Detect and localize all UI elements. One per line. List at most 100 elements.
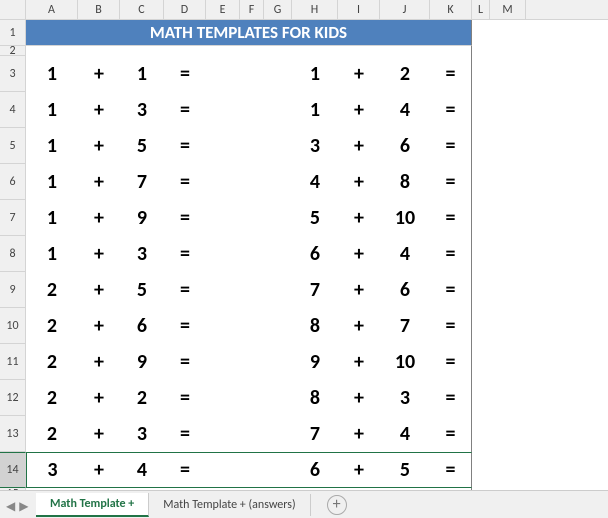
column-header-k[interactable]: K bbox=[430, 0, 472, 19]
cell-b[interactable]: 3 bbox=[120, 236, 164, 272]
column-header-d[interactable]: D bbox=[164, 0, 206, 19]
cell-a2[interactable]: 4 bbox=[292, 164, 338, 200]
row-header-8[interactable]: 8 bbox=[0, 236, 26, 272]
cell-eq[interactable]: = bbox=[164, 200, 206, 236]
cell-eq[interactable]: = bbox=[164, 92, 206, 128]
row-header-1[interactable]: 1 bbox=[0, 20, 26, 46]
cell-op2[interactable]: + bbox=[338, 164, 380, 200]
cell-eq2[interactable]: = bbox=[430, 308, 472, 344]
cell-b2[interactable]: 10 bbox=[380, 200, 430, 236]
cell-a[interactable]: 1 bbox=[26, 56, 78, 92]
column-header-h[interactable]: H bbox=[292, 0, 338, 19]
cell-op2[interactable]: + bbox=[338, 416, 380, 452]
cell-eq2[interactable]: = bbox=[430, 380, 472, 416]
cell-b2[interactable]: 2 bbox=[380, 56, 430, 92]
cell-op[interactable]: + bbox=[78, 344, 120, 380]
cell-op2[interactable]: + bbox=[338, 380, 380, 416]
cell-a[interactable]: 1 bbox=[26, 200, 78, 236]
row-header-6[interactable]: 6 bbox=[0, 164, 26, 200]
cell-eq2[interactable]: = bbox=[430, 416, 472, 452]
cell-a2[interactable]: 8 bbox=[292, 308, 338, 344]
column-header-b[interactable]: B bbox=[78, 0, 120, 19]
cell-op2[interactable]: + bbox=[338, 452, 380, 488]
cell-op[interactable]: + bbox=[78, 200, 120, 236]
column-header-f[interactable]: F bbox=[240, 0, 264, 19]
cell-eq2[interactable]: = bbox=[430, 272, 472, 308]
cell-b[interactable]: 1 bbox=[120, 56, 164, 92]
cell-b2[interactable]: 4 bbox=[380, 92, 430, 128]
cell-a[interactable]: 3 bbox=[26, 452, 78, 488]
cell-a[interactable]: 2 bbox=[26, 344, 78, 380]
cell-op[interactable]: + bbox=[78, 56, 120, 92]
row-header-3[interactable]: 3 bbox=[0, 56, 26, 92]
cell-a2[interactable]: 3 bbox=[292, 128, 338, 164]
cell-op2[interactable]: + bbox=[338, 272, 380, 308]
cell-eq[interactable]: = bbox=[164, 308, 206, 344]
cell-a2[interactable]: 9 bbox=[292, 344, 338, 380]
cell-op[interactable]: + bbox=[78, 92, 120, 128]
cell-a[interactable]: 2 bbox=[26, 272, 78, 308]
cell-b2[interactable]: 8 bbox=[380, 164, 430, 200]
column-header-j[interactable]: J bbox=[380, 0, 430, 19]
tab-scroll-right-icon[interactable]: ▶ bbox=[19, 499, 28, 514]
cell-b2[interactable]: 4 bbox=[380, 236, 430, 272]
cell-eq[interactable]: = bbox=[164, 164, 206, 200]
cell-a2[interactable]: 6 bbox=[292, 452, 338, 488]
cell-op2[interactable]: + bbox=[338, 200, 380, 236]
cell-eq2[interactable]: = bbox=[430, 92, 472, 128]
cell-eq2[interactable]: = bbox=[430, 236, 472, 272]
column-header-i[interactable]: I bbox=[338, 0, 380, 19]
cell-b2[interactable]: 3 bbox=[380, 380, 430, 416]
cell-op2[interactable]: + bbox=[338, 236, 380, 272]
cell-b[interactable]: 6 bbox=[120, 308, 164, 344]
cell-b[interactable]: 7 bbox=[120, 164, 164, 200]
cell-a2[interactable]: 7 bbox=[292, 416, 338, 452]
select-all-corner[interactable] bbox=[0, 0, 26, 19]
cell-b2[interactable]: 7 bbox=[380, 308, 430, 344]
cell-a2[interactable]: 5 bbox=[292, 200, 338, 236]
cell-op[interactable]: + bbox=[78, 272, 120, 308]
cell-op[interactable]: + bbox=[78, 308, 120, 344]
cell-op2[interactable]: + bbox=[338, 56, 380, 92]
row-header-7[interactable]: 7 bbox=[0, 200, 26, 236]
cell-eq[interactable]: = bbox=[164, 344, 206, 380]
tab-scroll-buttons[interactable]: ◀ ▶ bbox=[6, 499, 28, 514]
cell-eq2[interactable]: = bbox=[430, 200, 472, 236]
title-cell[interactable]: MATH TEMPLATES FOR KIDS bbox=[26, 20, 472, 46]
cell-a2[interactable]: 1 bbox=[292, 92, 338, 128]
column-header-m[interactable]: M bbox=[490, 0, 526, 19]
cell-eq2[interactable]: = bbox=[430, 452, 472, 488]
cell-eq[interactable]: = bbox=[164, 56, 206, 92]
cell-op[interactable]: + bbox=[78, 380, 120, 416]
cell-b[interactable]: 3 bbox=[120, 416, 164, 452]
tab-scroll-left-icon[interactable]: ◀ bbox=[6, 499, 15, 514]
cell-b2[interactable]: 5 bbox=[380, 452, 430, 488]
cell-b2[interactable]: 4 bbox=[380, 416, 430, 452]
cell-eq[interactable]: = bbox=[164, 452, 206, 488]
row-header-9[interactable]: 9 bbox=[0, 272, 26, 308]
cell-eq[interactable]: = bbox=[164, 128, 206, 164]
row-header-5[interactable]: 5 bbox=[0, 128, 26, 164]
cell-eq2[interactable]: = bbox=[430, 128, 472, 164]
column-header-c[interactable]: C bbox=[120, 0, 164, 19]
sheet-tab-answers[interactable]: Math Template + (answers) bbox=[149, 494, 310, 516]
row-header-2[interactable]: 2 bbox=[0, 46, 26, 56]
cell-eq[interactable]: = bbox=[164, 416, 206, 452]
cell-b[interactable]: 9 bbox=[120, 344, 164, 380]
cell-eq2[interactable]: = bbox=[430, 56, 472, 92]
cell-a[interactable]: 2 bbox=[26, 416, 78, 452]
cell-op[interactable]: + bbox=[78, 164, 120, 200]
sheet-tab-active[interactable]: Math Template + bbox=[36, 493, 149, 517]
cell-op[interactable]: + bbox=[78, 416, 120, 452]
cell-a[interactable]: 2 bbox=[26, 380, 78, 416]
row-header-11[interactable]: 11 bbox=[0, 344, 26, 380]
column-header-a[interactable]: A bbox=[26, 0, 78, 19]
cell-a[interactable]: 1 bbox=[26, 92, 78, 128]
cell-b[interactable]: 3 bbox=[120, 92, 164, 128]
cell-b[interactable]: 4 bbox=[120, 452, 164, 488]
row-header-4[interactable]: 4 bbox=[0, 92, 26, 128]
cell-a[interactable]: 1 bbox=[26, 128, 78, 164]
cell-b[interactable]: 5 bbox=[120, 128, 164, 164]
cell-op2[interactable]: + bbox=[338, 344, 380, 380]
cell-a2[interactable]: 1 bbox=[292, 56, 338, 92]
